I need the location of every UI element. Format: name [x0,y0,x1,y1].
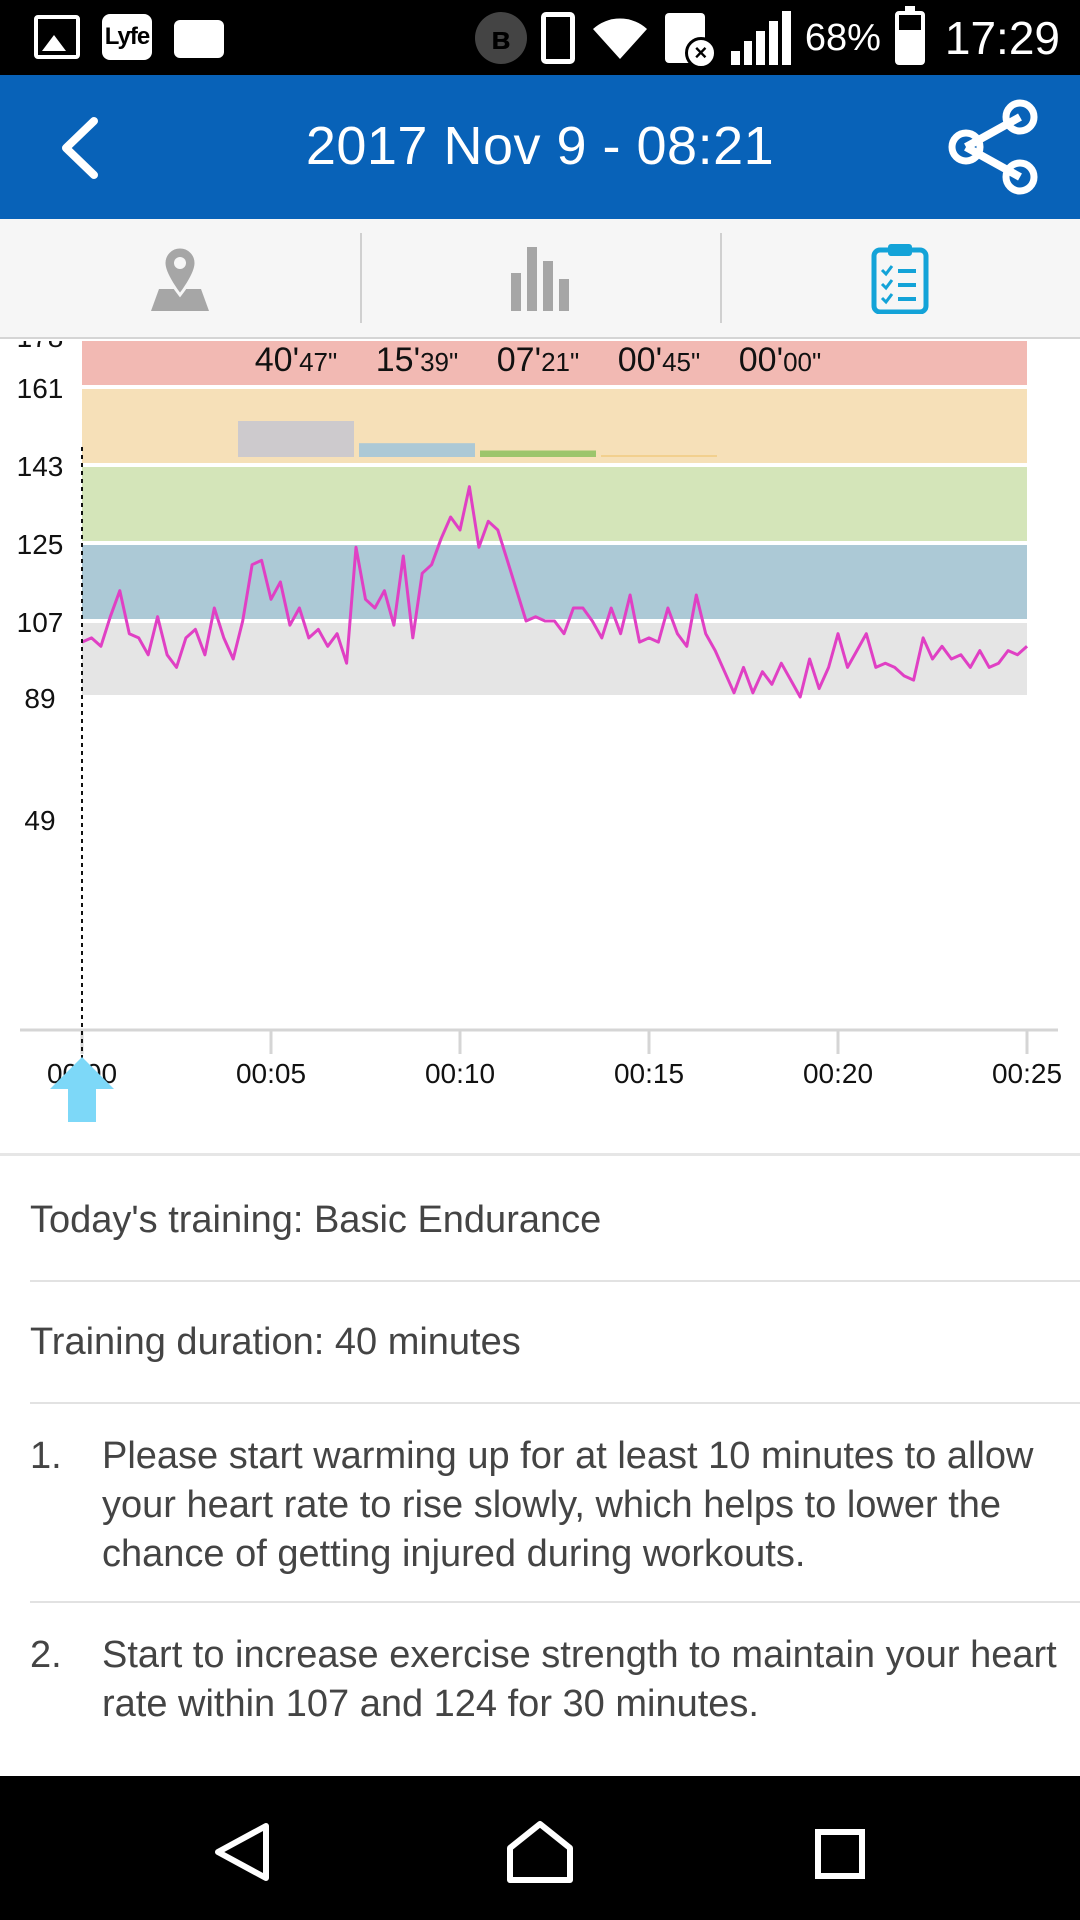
bluetooth-icon: ʙ [474,12,527,64]
nav-back-icon[interactable] [215,1823,269,1881]
time-cursor-handle[interactable] [50,1057,114,1122]
x-tick-label: 00:15 [614,1058,684,1089]
navigation-bar [0,1776,1080,1920]
clock: 17:29 [944,12,1060,64]
training-duration-text: Training duration: 40 minutes [30,1320,521,1363]
zone-time-bar [480,450,596,457]
lyfe-app-icon: Lyfe [102,14,152,60]
step-number: 1. [30,1435,62,1477]
tab-stats[interactable] [360,219,720,337]
heart-rate-chart-svg: 40'47" 15'39" 07'21" 00'45" 00'00" 178 161 143 1… [17,341,1062,1122]
battery-percent: 68% [804,16,881,59]
nav-home-icon[interactable] [507,1821,573,1883]
page-title: 2017 Nov 9 - 08:21 [305,116,775,176]
zone-time-bar [359,443,475,457]
gallery-icon [34,15,80,59]
y-tick-label: 178 [17,341,64,353]
x-tick-label: 00:25 [992,1058,1062,1089]
heart-rate-line [81,485,1029,699]
training-step: 2. Start to increase exercise strength t… [30,1603,1080,1751]
zone-time-label: 00'45" [618,341,700,379]
tab-bar [0,219,1080,339]
y-tick-label: 125 [17,529,64,560]
status-bar: Lyfe ʙ × 68% 17:29 [0,0,1080,75]
x-tick-label: 00:20 [803,1058,873,1089]
map-pin-icon [151,245,209,311]
y-tick-label: 143 [17,451,64,482]
folder-icon [174,20,224,58]
y-tick-label: 89 [24,683,55,714]
clipboard-checklist-icon [871,244,929,314]
nav-recents-icon[interactable] [815,1829,865,1879]
step-number: 2. [30,1634,62,1676]
todays-training-row: Today's training: Basic Endurance [30,1160,1080,1282]
x-tick-label: 00:10 [425,1058,495,1089]
zone-time-label: 07'21" [497,341,579,379]
hr-zone-band [82,467,1027,541]
y-tick-label: 49 [24,805,55,836]
tab-training[interactable] [720,219,1080,337]
training-step: 1. Please start warming up for at least … [30,1404,1080,1603]
back-chevron-icon[interactable] [50,113,120,183]
app-bar: 2017 Nov 9 - 08:21 [0,75,1080,219]
training-duration-row: Training duration: 40 minutes [30,1282,1080,1404]
vibrate-icon [540,12,575,64]
sim-error-icon: × [664,11,717,69]
hr-zone-band [82,341,1027,385]
training-details: Today's training: Basic Endurance Traini… [30,1160,1080,1751]
battery-icon [894,6,925,65]
zone-time-label: 00'00" [739,341,821,379]
hr-zone-band [82,545,1027,619]
wifi-icon [592,18,647,59]
zone-time-label: 15'39" [376,341,458,379]
zone-time-label: 40'47" [255,341,337,379]
share-icon[interactable] [946,99,1042,195]
heart-rate-chart: 40'47" 15'39" 07'21" 00'45" 00'00" 178 161 143 1… [0,341,1080,1156]
x-tick-label: 00:05 [236,1058,306,1089]
tab-map[interactable] [0,219,360,337]
step-text: Start to increase exercise strength to m… [102,1634,1057,1725]
y-tick-label: 161 [17,373,64,404]
signal-icon [730,11,791,65]
bar-chart-icon [511,247,569,311]
step-text: Please start warming up for at least 10 … [102,1435,1034,1575]
zone-time-bar [601,455,717,457]
todays-training-text: Today's training: Basic Endurance [30,1198,602,1241]
zone-time-bar [238,421,354,457]
y-tick-label: 107 [17,607,64,638]
